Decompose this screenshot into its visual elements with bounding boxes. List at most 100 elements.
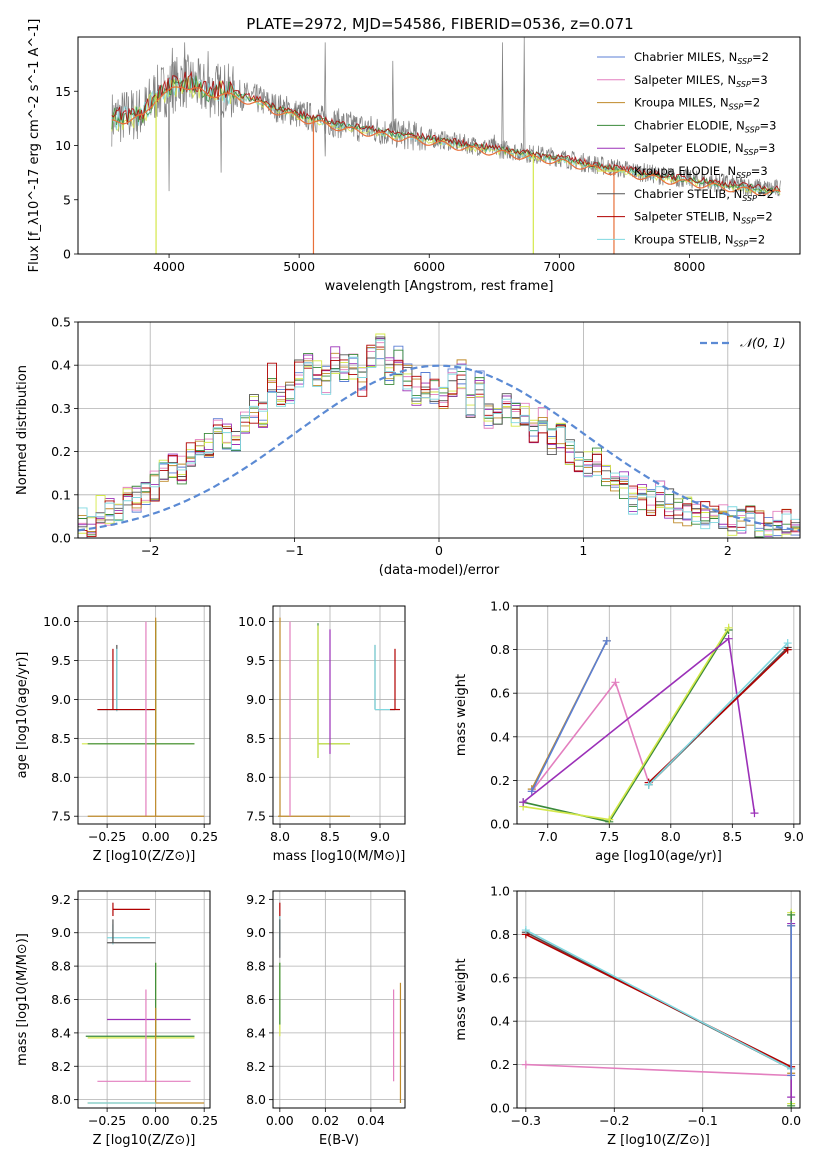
legend-name: Chabrier STELIB, N: [634, 187, 742, 201]
tick-label-y: 8.0: [51, 1092, 71, 1107]
series-line-kroupa-stelib: [525, 929, 792, 1070]
tick-label-x: 8000: [674, 259, 706, 274]
plot-area: [521, 908, 796, 1108]
data-point-marker: [611, 678, 620, 687]
tick-label-x: 4000: [153, 259, 185, 274]
data-point-marker: [521, 1060, 530, 1069]
spectrum-spike: [523, 37, 526, 153]
spectrum-spike: [171, 47, 174, 87]
data-point-marker: [724, 634, 733, 643]
tick-label-y: 8.6: [51, 992, 71, 1007]
plot-area: [81, 617, 205, 817]
legend-entry: Kroupa MILES, NSSP=2: [634, 96, 760, 112]
legend-sub: SSP: [729, 103, 744, 112]
tick-label-x: −0.25: [88, 829, 126, 844]
tick-label-y: 9.5: [51, 653, 71, 668]
legend-entry: Salpeter MILES, NSSP=3: [634, 73, 768, 89]
panel-residuals: −2 −1 0 1 2 0.0 0.1 0.2 0.3 0.4 0.5 (data-model)/er…: [15, 315, 801, 578]
tick-label-x: −2: [141, 543, 159, 558]
tick-label-y: 0.8: [490, 927, 510, 942]
legend-entry: 𝒩(0, 1): [740, 335, 786, 350]
tick-label-x: 8.5: [320, 829, 340, 844]
tick-label-y: 8.4: [51, 1025, 71, 1040]
legend-value: =3: [751, 73, 768, 87]
tick-label-y: 9.2: [246, 892, 266, 907]
axis-label-x: Z [log10(Z/Z⊙)]: [93, 849, 196, 864]
tick-label-y: 5: [63, 192, 71, 207]
panel-mass-vs-Z: −0.25 0.00 0.25 8.0 8.2 8.4 8.6 8.8 9.0 9.2 Z [log…: [15, 890, 218, 1148]
tick-label-y: 8.8: [51, 959, 71, 974]
tick-label-y: 0.4: [51, 358, 71, 373]
spectrum-spike: [324, 120, 327, 157]
tick-label-x: 0.00: [142, 1113, 170, 1128]
panel-spectrum: 4000 5000 6000 7000 8000 0 5 10 15 wavelength [An…: [27, 19, 801, 294]
tick-label-x: 5000: [283, 259, 315, 274]
legend-sub: SSP: [736, 80, 751, 89]
spectrum-spike: [206, 51, 210, 92]
legend-value: =2: [757, 187, 774, 201]
spectrum-spike: [493, 134, 496, 149]
tick-label-y: 8.0: [246, 770, 266, 785]
spectrum-spike: [324, 42, 327, 121]
histogram-salpeter-stelib: [78, 344, 800, 538]
tick-label-x: 0: [435, 543, 443, 558]
spectrum-spike: [219, 89, 223, 173]
tick-label-y: 8.6: [246, 992, 266, 1007]
legend-sub: SSP: [742, 194, 757, 203]
tick-label-y: 9.2: [51, 892, 71, 907]
axis-label-y: age [log10(age/yr)]: [15, 652, 30, 779]
histogram-kroupa-stelib: [78, 339, 800, 538]
tick-label-x: −0.25: [88, 1113, 126, 1128]
tick-label-y: 0.4: [490, 729, 510, 744]
plot-area: [279, 902, 402, 1103]
legend-sub: SSP: [744, 148, 759, 157]
axis-label-y: mass weight: [454, 958, 469, 1040]
tick-label-y: 8.8: [246, 959, 266, 974]
tick-label-y: 0.2: [490, 1057, 510, 1072]
legend-entry: Salpeter ELODIE, NSSP=3: [634, 141, 775, 157]
spectrum-spike: [501, 42, 504, 150]
tick-label-x: 2: [724, 543, 732, 558]
tick-label-x: 7.0: [538, 829, 558, 844]
spectrum-spike: [183, 42, 186, 82]
legend-value: =3: [751, 164, 768, 178]
data-point-marker: [787, 1093, 796, 1102]
tick-label-x: 0.02: [311, 1113, 339, 1128]
tick-label-y: 8.5: [51, 731, 71, 746]
panel-age-vs-Z: −0.25 0.00 0.25 7.5 8.0 8.5 9.0 9.5 10.0 Z [log10…: [15, 605, 218, 864]
plot-area: [111, 37, 781, 254]
tick-label-x: 9.0: [784, 829, 804, 844]
tick-label-y: 0: [63, 247, 71, 262]
tick-label-y: 10.0: [238, 614, 266, 629]
legend-entry: Kroupa STELIB, NSSP=2: [634, 232, 765, 248]
legend-name: Chabrier ELODIE, N: [634, 118, 745, 132]
legend-value: =2: [743, 96, 760, 110]
data-point-marker: [644, 780, 653, 789]
tick-label-x: 0.04: [357, 1113, 385, 1128]
legend-name: Chabrier MILES, N: [634, 50, 737, 64]
tick-label-x: 0.00: [142, 829, 170, 844]
tick-label-y: 15: [55, 84, 71, 99]
legend-name: Kroupa ELODIE, N: [634, 164, 736, 178]
axes-frame: [77, 605, 211, 825]
legend-sub: SSP: [745, 125, 760, 134]
tick-label-y: 8.0: [51, 770, 71, 785]
legend-value: =2: [756, 210, 773, 224]
axis-label-x: wavelength [Angstrom, rest frame]: [325, 279, 554, 294]
legend-value: =2: [752, 50, 769, 64]
tick-label-y: 0.8: [490, 642, 510, 657]
axes-frame: [516, 890, 801, 1109]
data-point-marker: [521, 926, 530, 935]
tick-label-x: 1: [579, 543, 587, 558]
axis-label-x: age [log10(age/yr)]: [595, 849, 722, 864]
tick-label-y: 9.0: [246, 692, 266, 707]
legend-value: =3: [760, 118, 777, 132]
legend-value: =3: [758, 141, 775, 155]
panel-mass-vs-EBV: 0.00 0.02 0.04 8.0 8.2 8.4 8.6 8.8 9.0 9.2 E(B-V): [246, 890, 406, 1148]
tick-label-y: 0.4: [490, 1014, 510, 1029]
plot-area: [85, 902, 205, 1104]
tick-label-x: 9.0: [370, 829, 390, 844]
tick-label-x: 0.00: [266, 1113, 294, 1128]
